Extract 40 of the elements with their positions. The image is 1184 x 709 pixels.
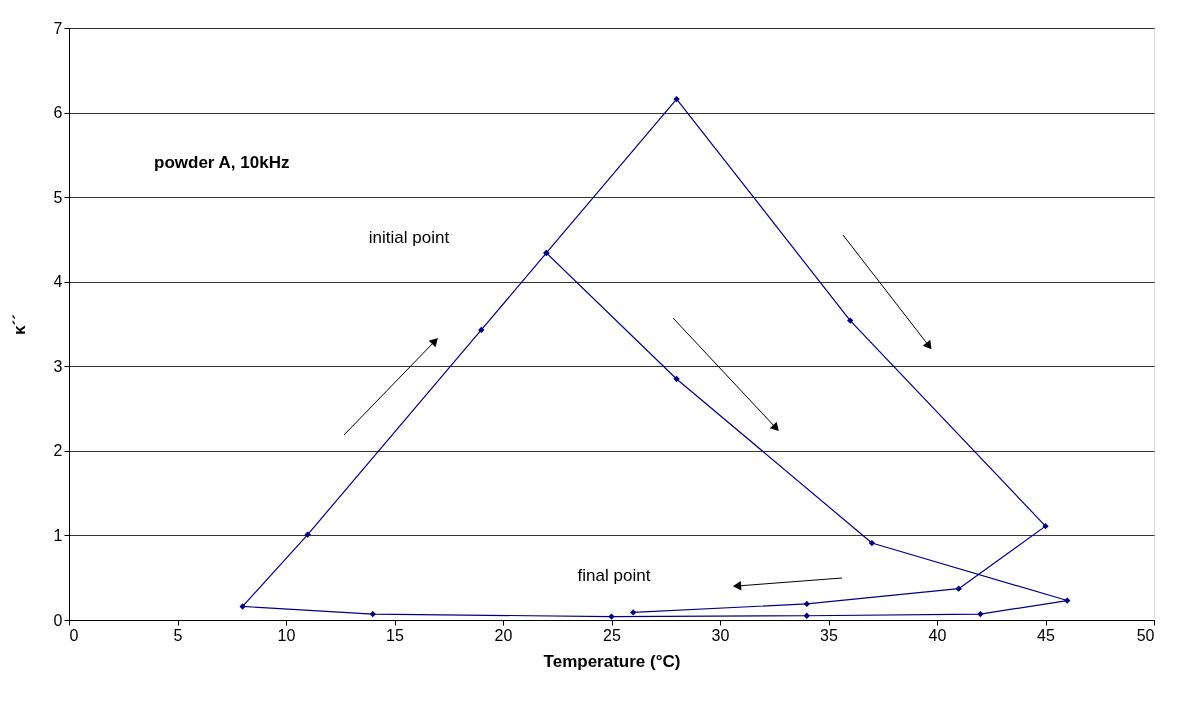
y-tick-label: 1 <box>53 526 63 544</box>
point <box>304 531 311 538</box>
y-tick-label: 2 <box>53 442 63 460</box>
x-tick-label: 0 <box>69 626 79 644</box>
x-tick-label: 40 <box>928 626 947 644</box>
x-tick-label: 20 <box>494 626 513 644</box>
point <box>977 610 984 618</box>
x-tick-label: 45 <box>1037 626 1055 644</box>
x-tick-label: 25 <box>603 626 621 644</box>
point <box>1042 522 1049 530</box>
annotation: final point <box>577 566 651 585</box>
point <box>673 95 680 103</box>
point <box>239 603 246 610</box>
y-tick-label: 4 <box>53 273 63 291</box>
y-tick-label: 3 <box>53 357 63 375</box>
point <box>868 539 876 547</box>
point <box>478 326 485 334</box>
point <box>369 610 376 618</box>
point <box>673 375 680 383</box>
point <box>608 613 615 620</box>
annotation: initial point <box>368 228 450 247</box>
x-axis-title: Temperature (°C) <box>543 651 681 671</box>
point <box>803 612 810 619</box>
x-tick-label: 50 <box>1136 626 1155 644</box>
y-tick-label: 5 <box>53 188 63 206</box>
point <box>955 585 962 592</box>
x-tick-label: 30 <box>711 626 730 644</box>
point <box>630 609 637 616</box>
point <box>803 600 810 608</box>
x-tick-label: 15 <box>386 626 404 644</box>
y-tick-label: 6 <box>53 104 63 122</box>
point <box>1064 597 1071 604</box>
y-tick-label: 7 <box>53 19 63 37</box>
x-tick-label: 5 <box>173 626 183 644</box>
annotation: powder A, 10kHz <box>154 153 290 172</box>
y-axis-title: κ´´ <box>9 314 29 335</box>
x-tick-label: 35 <box>820 626 838 644</box>
y-tick-label: 0 <box>53 611 63 629</box>
point <box>847 317 854 324</box>
x-tick-label: 10 <box>277 626 296 644</box>
